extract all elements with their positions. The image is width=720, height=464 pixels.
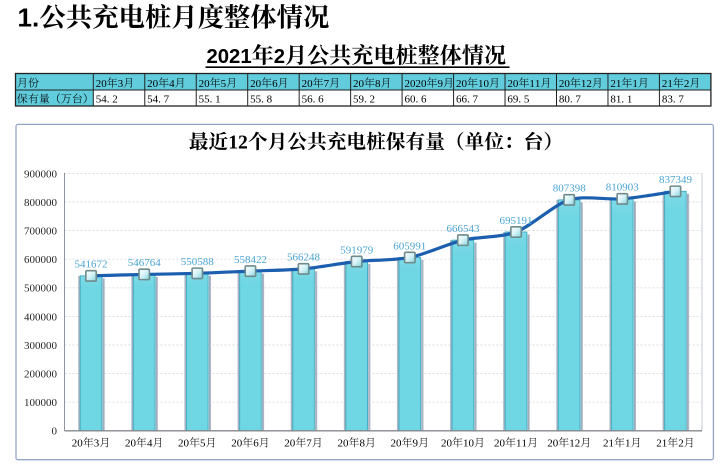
svg-text:0: 0 — [52, 426, 58, 438]
svg-text:810903: 810903 — [606, 182, 640, 194]
svg-text:837349: 837349 — [659, 174, 693, 186]
svg-text:12: 12 — [581, 78, 592, 90]
svg-text:2: 2 — [274, 46, 285, 68]
svg-text:20: 20 — [302, 78, 314, 90]
svg-text:21: 21 — [656, 438, 667, 450]
svg-text:2: 2 — [684, 78, 690, 90]
svg-text:5: 5 — [221, 78, 227, 90]
svg-text:20: 20 — [441, 438, 453, 450]
svg-text:6: 6 — [253, 438, 259, 450]
svg-text:59.2: 59.2 — [353, 94, 375, 106]
svg-text:54.7: 54.7 — [147, 94, 170, 106]
svg-text:21: 21 — [603, 438, 614, 450]
svg-text:55.8: 55.8 — [250, 94, 273, 106]
svg-text:300000: 300000 — [24, 340, 58, 352]
svg-text:591979: 591979 — [340, 244, 374, 256]
svg-text:10: 10 — [463, 438, 475, 450]
svg-text:20: 20 — [559, 78, 571, 90]
svg-text:20: 20 — [456, 78, 468, 90]
svg-text:666543: 666543 — [446, 223, 480, 235]
svg-text:400000: 400000 — [24, 311, 58, 323]
svg-text:60.6: 60.6 — [405, 94, 428, 106]
svg-text:100000: 100000 — [24, 397, 58, 409]
svg-text:12: 12 — [228, 132, 248, 154]
svg-text:81.1: 81.1 — [610, 94, 632, 106]
svg-text:695191: 695191 — [500, 215, 533, 227]
svg-text:900000: 900000 — [24, 168, 58, 180]
svg-text:200000: 200000 — [24, 369, 58, 381]
svg-text:550588: 550588 — [181, 256, 215, 268]
svg-text:55.1: 55.1 — [199, 94, 221, 106]
svg-text:56.6: 56.6 — [302, 94, 325, 106]
svg-text:20: 20 — [250, 78, 262, 90]
svg-text:3: 3 — [94, 438, 100, 450]
svg-text:3: 3 — [118, 78, 124, 90]
svg-text:5: 5 — [200, 438, 206, 450]
svg-text:20: 20 — [147, 78, 159, 90]
svg-text:7: 7 — [306, 438, 312, 450]
svg-text:4: 4 — [147, 438, 153, 450]
svg-text:566248: 566248 — [287, 252, 321, 264]
svg-text:4: 4 — [169, 78, 175, 90]
svg-text:20: 20 — [96, 78, 108, 90]
svg-text:2020: 2020 — [405, 78, 428, 90]
svg-text:500000: 500000 — [24, 283, 58, 295]
svg-text:66.7: 66.7 — [456, 94, 479, 106]
svg-text:20: 20 — [178, 438, 190, 450]
svg-text:9: 9 — [413, 438, 419, 450]
svg-text:558422: 558422 — [234, 254, 267, 266]
svg-text:20: 20 — [199, 78, 211, 90]
svg-text:20: 20 — [494, 438, 506, 450]
svg-text:8: 8 — [359, 438, 365, 450]
svg-text:10: 10 — [478, 78, 490, 90]
svg-text:20: 20 — [231, 438, 243, 450]
svg-text:700000: 700000 — [24, 226, 58, 238]
svg-text:20: 20 — [391, 438, 403, 450]
svg-text:2021: 2021 — [207, 46, 252, 68]
svg-text:807398: 807398 — [553, 183, 587, 195]
svg-text:546764: 546764 — [128, 257, 162, 269]
svg-text:11: 11 — [529, 78, 540, 90]
svg-text:20: 20 — [507, 78, 519, 90]
svg-text:1: 1 — [625, 438, 631, 450]
svg-text:20: 20 — [353, 78, 365, 90]
svg-text:54.2: 54.2 — [96, 94, 118, 106]
svg-text:20: 20 — [284, 438, 296, 450]
svg-text:1: 1 — [632, 78, 638, 90]
svg-text:541672: 541672 — [75, 259, 108, 271]
svg-text:20: 20 — [125, 438, 137, 450]
svg-text:21: 21 — [610, 78, 621, 90]
svg-text:83.7: 83.7 — [662, 94, 685, 106]
svg-text:605991: 605991 — [393, 240, 426, 252]
svg-text:20: 20 — [547, 438, 559, 450]
svg-text:600000: 600000 — [24, 254, 58, 266]
svg-text:69.5: 69.5 — [507, 94, 530, 106]
svg-text:2: 2 — [678, 438, 684, 450]
svg-text:20: 20 — [337, 438, 349, 450]
svg-text:21: 21 — [662, 78, 673, 90]
svg-text:800000: 800000 — [24, 197, 58, 209]
svg-text:1.: 1. — [18, 2, 40, 32]
svg-text:11: 11 — [516, 438, 527, 450]
svg-text:20: 20 — [72, 438, 84, 450]
svg-text:9: 9 — [438, 78, 444, 90]
svg-text:6: 6 — [272, 78, 278, 90]
svg-text:8: 8 — [375, 78, 381, 90]
svg-text:7: 7 — [324, 78, 330, 90]
svg-text:80.7: 80.7 — [559, 94, 582, 106]
svg-text:12: 12 — [569, 438, 580, 450]
